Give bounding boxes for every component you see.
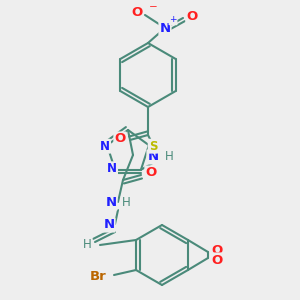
Text: N: N: [103, 218, 115, 232]
Text: H: H: [122, 196, 130, 209]
Text: O: O: [212, 244, 223, 256]
Text: O: O: [131, 7, 142, 20]
Text: +: +: [169, 16, 177, 25]
Text: O: O: [212, 254, 223, 266]
Text: N: N: [159, 22, 171, 34]
Text: H: H: [82, 238, 91, 250]
Text: −: −: [148, 2, 158, 12]
Text: N: N: [107, 162, 117, 175]
Text: H: H: [165, 151, 173, 164]
Text: N: N: [147, 151, 159, 164]
Text: N: N: [100, 140, 110, 153]
Text: N: N: [105, 196, 117, 209]
Text: Br: Br: [90, 271, 106, 284]
Text: O: O: [114, 133, 126, 146]
Text: O: O: [146, 167, 157, 179]
Text: S: S: [149, 140, 157, 153]
Text: O: O: [186, 11, 198, 23]
